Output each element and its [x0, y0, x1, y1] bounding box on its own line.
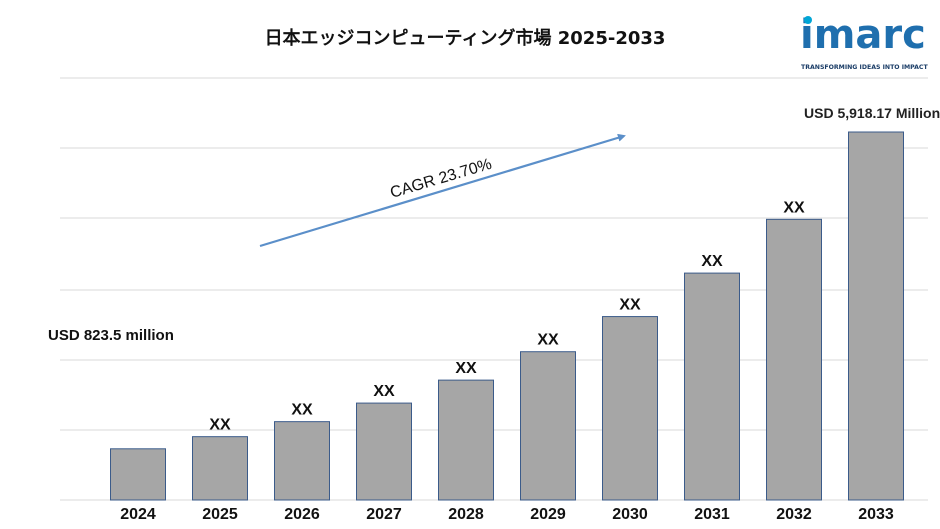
bar-label-2028: XX [455, 360, 477, 377]
bar-label-2027: XX [373, 383, 395, 400]
bar-2033 [848, 131, 904, 501]
bar-2030 [602, 316, 658, 501]
bar-labels: XX XX XX XX XX XX XX XX [209, 199, 805, 433]
tick-label-2026: 2026 [284, 506, 320, 523]
tick-label-2025: 2025 [202, 506, 238, 523]
logo-dot-icon [804, 16, 812, 24]
cagr-arrow [259, 133, 626, 248]
tick-label-2028: 2028 [448, 506, 484, 523]
tick-label-2029: 2029 [530, 506, 566, 523]
logo-tagline: TRANSFORMING IDEAS INTO IMPACT [801, 64, 928, 71]
bar-label-2030: XX [619, 297, 641, 314]
x-tick-labels: 2024 2025 2026 2027 2028 2029 2030 2031 2032 2033 [120, 506, 894, 523]
bar-2028 [438, 379, 494, 501]
annotation-last-value: USD 5,918.17 Million [804, 105, 940, 121]
cagr-label: CAGR 23.70% [388, 156, 493, 202]
annotation-first-value: USD 823.5 million [48, 327, 174, 344]
bar-label-2025: XX [209, 417, 231, 434]
bar-2029 [520, 351, 576, 501]
imarc-logo: imarc TRANSFORMING IDEAS INTO IMPACT [800, 12, 930, 74]
tick-label-2032: 2032 [776, 506, 812, 523]
tick-label-2030: 2030 [612, 506, 648, 523]
tick-label-2024: 2024 [120, 506, 156, 523]
tick-label-2031: 2031 [694, 506, 730, 523]
bar-2027 [356, 402, 412, 501]
bar-2024 [110, 448, 166, 501]
bar-label-2031: XX [701, 253, 723, 270]
bar-label-2032: XX [783, 199, 805, 216]
bar-2032 [766, 218, 822, 501]
bars [110, 131, 904, 501]
chart-title: 日本エッジコンピューティング市場 2025-2033 [264, 28, 666, 49]
bar-label-2026: XX [291, 402, 313, 419]
bar-label-2029: XX [537, 332, 559, 349]
bar-2026 [274, 421, 330, 501]
bar-2031 [684, 272, 740, 501]
tick-label-2033: 2033 [858, 506, 894, 523]
logo-wordmark: imarc [800, 12, 926, 58]
bar-2025 [192, 436, 248, 501]
tick-label-2027: 2027 [366, 506, 402, 523]
